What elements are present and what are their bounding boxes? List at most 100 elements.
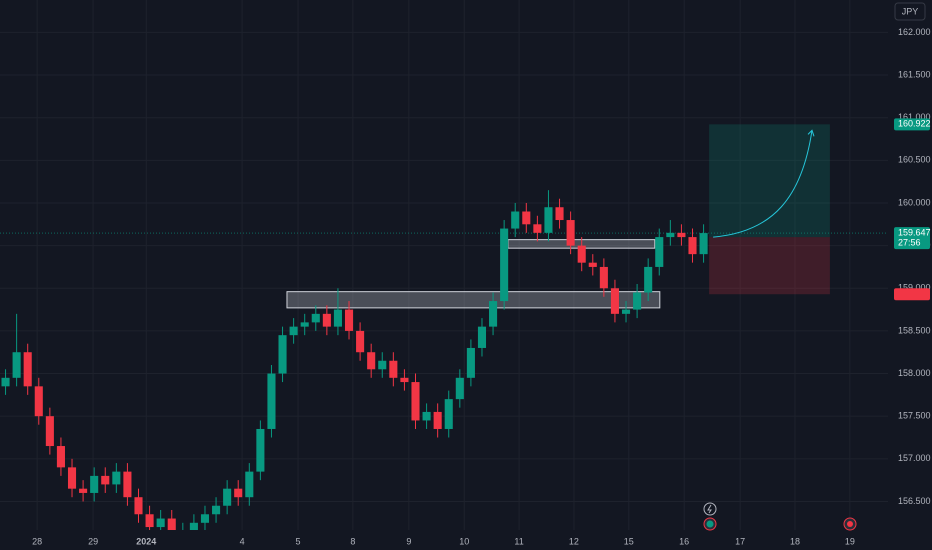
x-tick-label: 19 [845,536,855,546]
x-tick-label: 8 [350,536,355,546]
candle-body [588,262,597,267]
currency-button[interactable] [894,2,926,21]
x-tick-label: 12 [569,536,579,546]
candle-body [322,313,331,327]
candle-body [433,411,442,429]
candle-body [655,237,664,267]
candle-body [621,309,631,314]
y-tick-label: 157.000 [898,453,931,463]
candle-body [145,514,154,528]
y-tick-label: 161.500 [898,69,931,79]
candle-body [34,386,43,417]
candle-body [23,352,32,387]
candle-body [500,228,509,302]
candle-body [577,245,586,263]
candle-body [200,514,210,523]
candle-body [533,224,542,233]
candle-body [12,352,21,378]
grid [0,0,888,530]
candle-body [67,467,77,489]
currency-label[interactable]: JPY [902,6,919,16]
candle-body [610,288,619,314]
candle-body [256,428,265,472]
candle-body [112,471,121,485]
candle-body [212,505,221,515]
target-zone [709,124,830,238]
candle-body [289,326,298,336]
candle-body [267,373,276,429]
candle-body [45,416,54,447]
candle-body [189,522,198,530]
candle-body [356,330,365,353]
x-tick-label: 16 [679,536,689,546]
x-tick-label: 4 [240,536,245,546]
candle-body [444,399,453,429]
flash-glyph [707,504,712,514]
countdown-label: 27:56 [898,237,921,247]
candle-body [223,488,232,506]
candle-body [489,301,498,327]
candle-body [134,497,143,515]
x-tick-label: 18 [790,536,800,546]
candle-body [245,471,254,498]
candle-body [389,360,398,378]
flash-icon[interactable] [703,502,717,516]
candle-body [644,266,653,293]
candle-body [411,382,420,421]
x-tick-label: 2024 [136,536,156,546]
candle-body [1,377,10,387]
candle-body [522,211,531,225]
y-tick-label: 159.000 [898,283,931,293]
x-tick-label: 10 [459,536,469,546]
plot-area [0,124,888,530]
candle-body [466,347,475,378]
candle-body [422,411,431,421]
candle-body [333,309,342,327]
candle-body [123,471,132,498]
candle-body [344,309,354,331]
last-price-label: 159.647 [898,227,931,237]
y-tick-label: 160.500 [898,155,931,165]
stop-tag [894,288,930,301]
candle-body [544,207,553,233]
y-tick-label: 161.000 [898,112,931,122]
candle-body [599,266,608,289]
y-tick-label: 158.000 [898,368,931,378]
candle-body [477,326,487,348]
y-tick-label: 158.500 [898,325,931,335]
candle-body [511,211,520,229]
candle-body [101,475,110,485]
projection-curve [713,130,813,238]
candle-body [79,488,88,493]
candle-body [367,352,376,370]
candle-body [311,313,320,323]
candle-body [566,220,575,246]
y-tick-label: 156.500 [898,496,931,506]
x-tick-label: 11 [514,536,523,546]
candle-body [378,360,387,370]
last-price-tag [894,227,930,250]
candle-body [156,518,165,528]
candle-body [699,233,708,255]
x-tick-label: 15 [624,536,634,546]
event-dot [847,521,853,527]
candle-body [300,322,309,327]
zone-box [286,291,661,309]
candle-body [677,232,686,238]
candle-body [167,518,176,530]
x-tick-label: 17 [735,536,745,546]
price-axis: 156.500 157.000 157.500 158.000 158.500 159.0… [32,27,930,547]
y-tick-label: 157.500 [898,411,931,421]
candle-body [234,488,243,498]
x-tick-label: 28 [32,536,42,546]
candle-body [90,475,99,493]
candle-body [455,377,464,400]
projection-arrowhead [807,129,815,137]
event-dot [706,520,714,528]
y-tick-label: 162.000 [898,27,931,37]
x-tick-label: 9 [406,536,411,546]
target-tag [894,118,930,131]
candle-body [666,232,675,238]
candle-body [278,335,287,374]
